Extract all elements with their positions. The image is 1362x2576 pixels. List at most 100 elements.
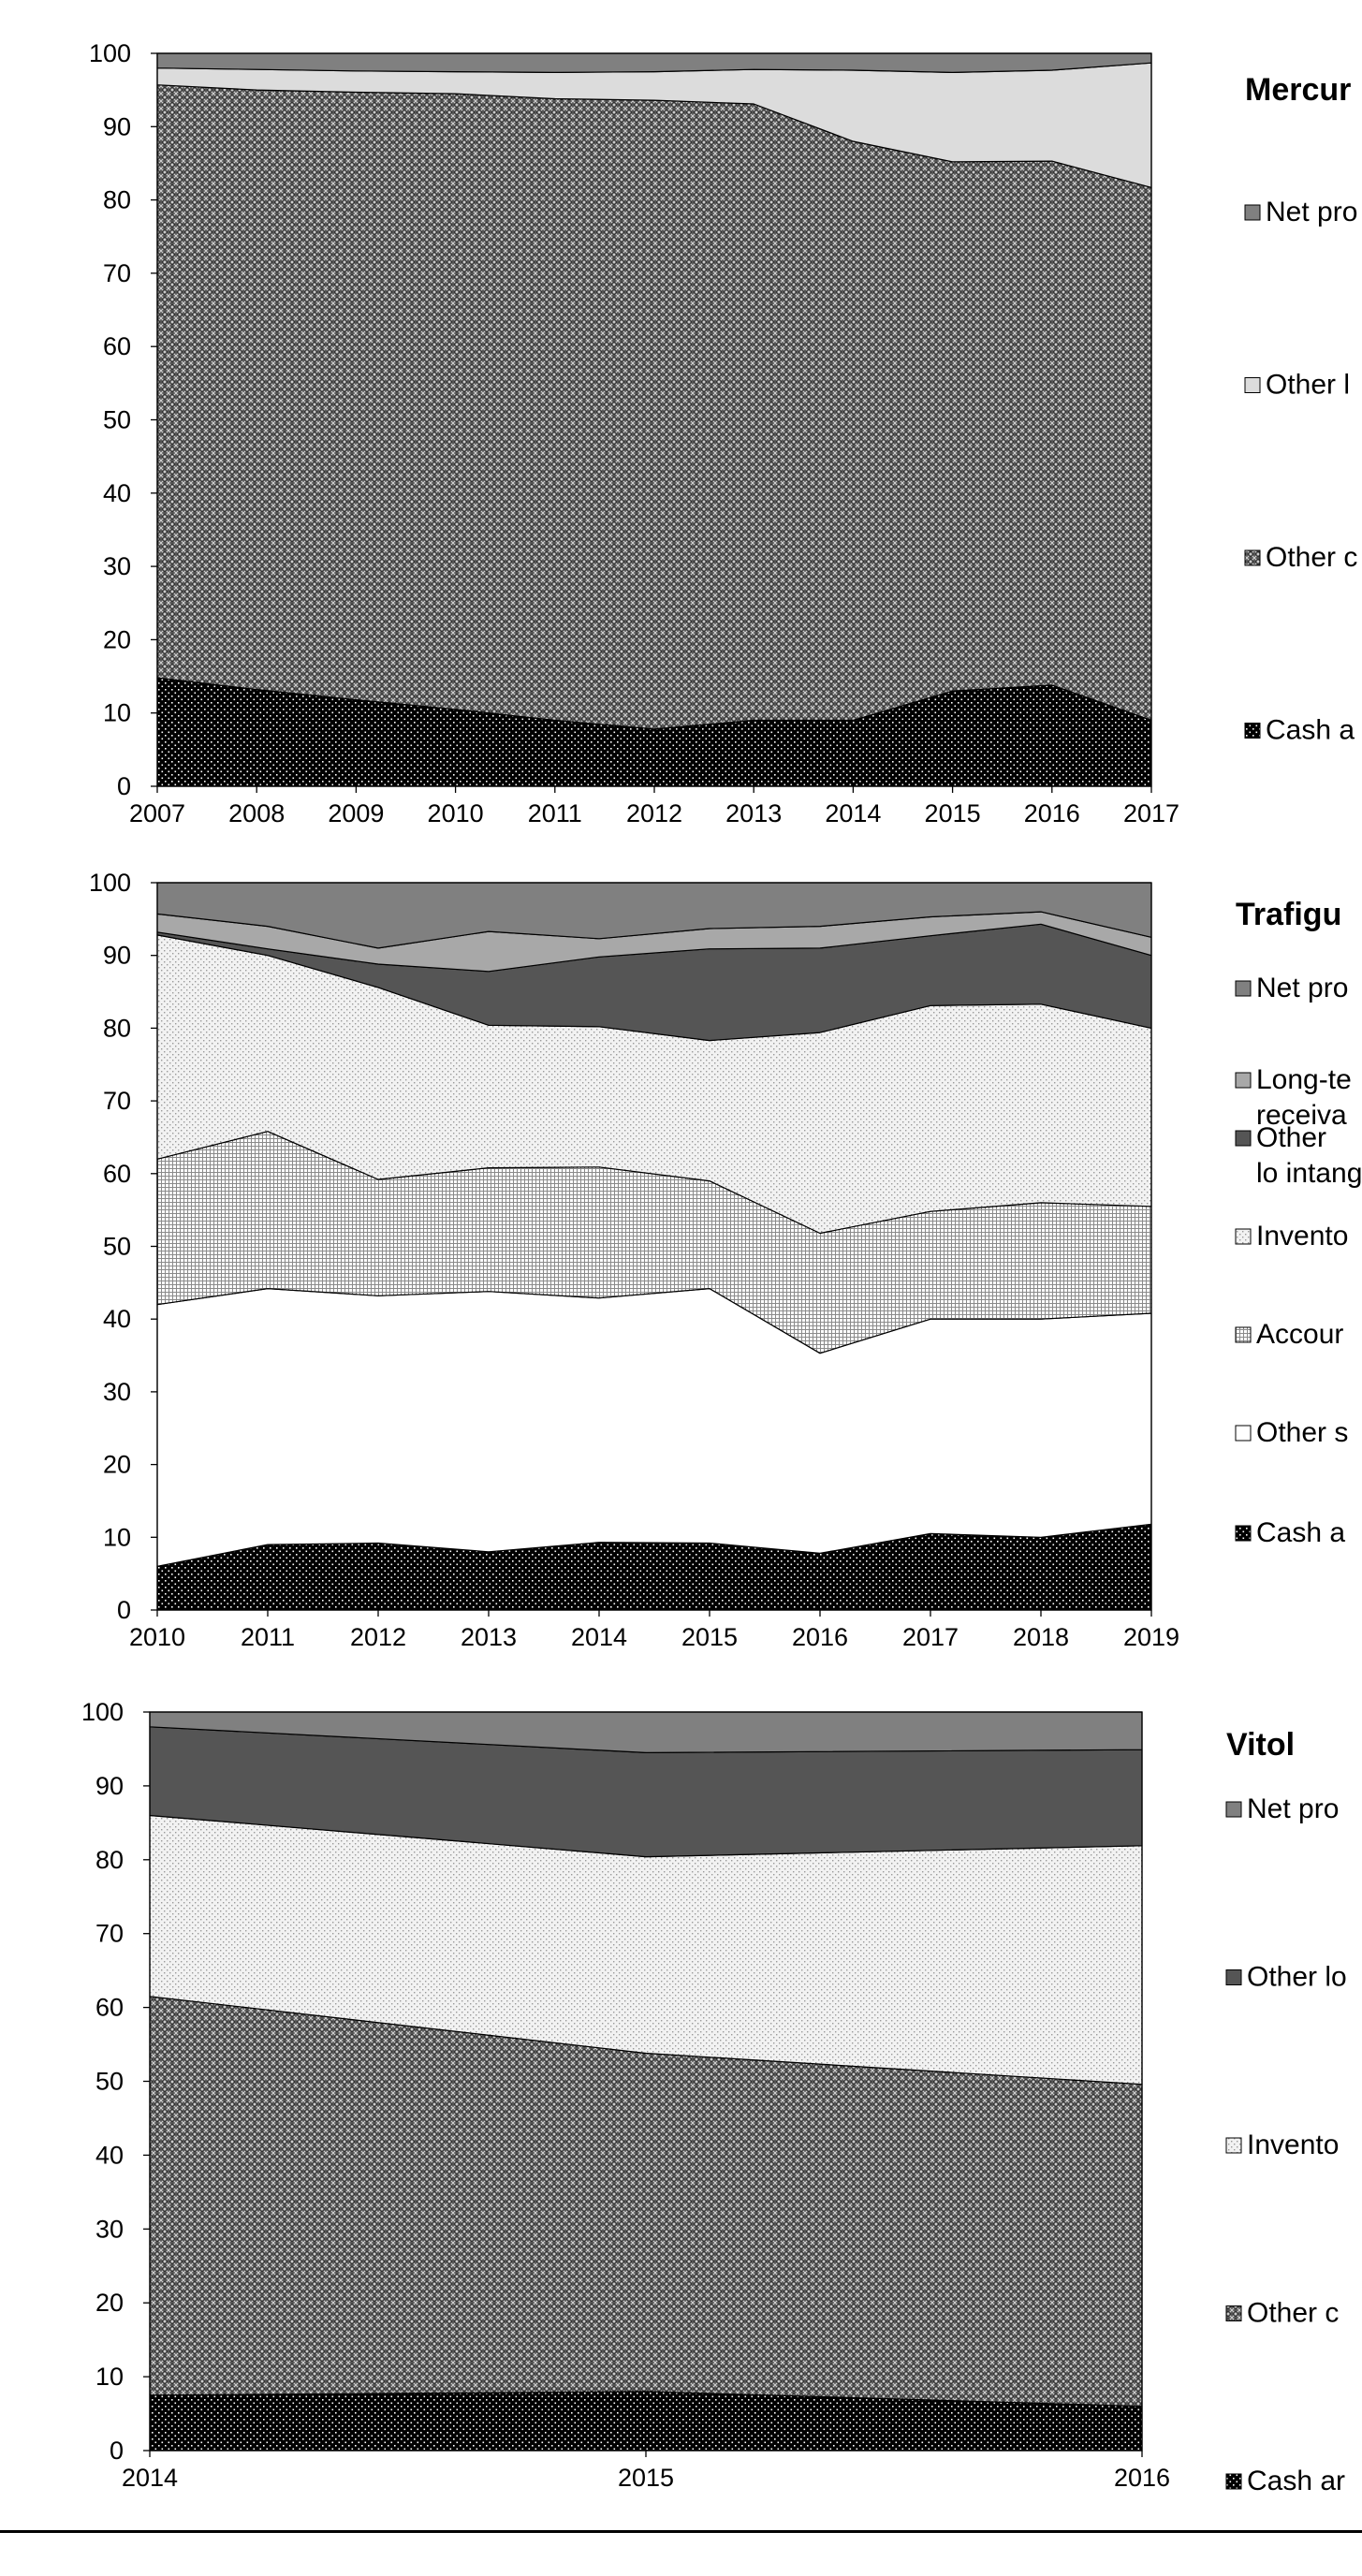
y-tick-label: 30 [95, 2215, 124, 2243]
y-tick-label: 20 [103, 625, 131, 653]
area-series-2 [156, 1288, 1152, 1567]
x-tick-label: 2012 [626, 799, 682, 827]
legend-label-1: Net pro [1266, 197, 1357, 227]
legend-swatch-7 [1235, 1525, 1252, 1542]
y-tick-label: 80 [103, 1014, 131, 1042]
y-tick-label: 10 [95, 2363, 124, 2391]
area-series-4 [156, 52, 1152, 73]
x-tick-label: 2014 [122, 2464, 178, 2492]
legend-label-5: Cash ar [1247, 2466, 1345, 2496]
legend-swatch-4 [1244, 723, 1261, 739]
legend-swatch-1 [1235, 980, 1252, 997]
y-tick-label: 0 [110, 2437, 124, 2465]
legend-label-2: Other l [1266, 370, 1350, 401]
legend-swatch-2 [1225, 1969, 1242, 1985]
legend-swatch-3 [1244, 549, 1261, 566]
legend-label-2: Long-te [1256, 1064, 1352, 1095]
x-tick-label: 2010 [428, 799, 484, 827]
x-tick-label: 2011 [528, 799, 582, 827]
y-tick-label: 70 [95, 1920, 124, 1948]
y-tick-label: 0 [117, 772, 131, 800]
bottom-rule [0, 2530, 1362, 2533]
legend-label-6: Other s [1256, 1417, 1348, 1448]
y-tick-label: 80 [95, 1846, 124, 1874]
legend-swatch-6 [1235, 1425, 1252, 1442]
legend-swatch-1 [1244, 204, 1261, 221]
y-tick-label: 60 [95, 1994, 124, 2022]
y-tick-label: 30 [103, 552, 131, 580]
y-tick-label: 90 [103, 942, 131, 970]
chart-panel-2: 0 10 20 30 40 50 60 70 80 90 100 2010 2011 2012 2013 20… [89, 869, 1362, 1651]
y-tick-label: 90 [95, 1772, 124, 1800]
legend-label-3: Other [1256, 1122, 1326, 1153]
y-tick-label: 70 [103, 1087, 131, 1115]
legend-label-7: Cash a [1256, 1517, 1345, 1548]
x-tick-label: 2007 [129, 799, 185, 827]
x-tick-label: 2017 [1123, 799, 1179, 827]
legend-label-1: Net pro [1247, 1793, 1339, 1824]
legend-label-5: Accour [1256, 1319, 1343, 1350]
x-tick-label: 2018 [1013, 1623, 1069, 1651]
y-tick-label: 50 [95, 2068, 124, 2096]
y-tick-label: 50 [103, 406, 131, 434]
y-tick-label: 10 [103, 699, 131, 727]
x-tick-label: 2016 [1024, 799, 1080, 827]
x-tick-label: 2012 [350, 1623, 406, 1651]
x-tick-label: 2009 [328, 799, 384, 827]
x-tick-label: 2013 [725, 799, 782, 827]
legend-swatch-4 [1235, 1228, 1252, 1245]
y-tick-label: 20 [95, 2289, 124, 2317]
legend-label-3: Other c [1266, 542, 1357, 573]
y-tick-label: 20 [103, 1451, 131, 1479]
x-tick-label: 2011 [241, 1623, 295, 1651]
x-tick-label: 2013 [461, 1623, 517, 1651]
y-tick-label: 40 [103, 1305, 131, 1333]
y-tick-label: 70 [103, 259, 131, 287]
legend-swatch-2 [1244, 377, 1261, 393]
y-tick-label: 100 [89, 39, 131, 67]
chart-title: Trafigu [1236, 897, 1341, 932]
chart-title: Mercur [1245, 72, 1351, 108]
chart-panel-1: 0 10 20 30 40 50 60 70 80 90 100 2007 2008 2009 2010 20… [89, 39, 1357, 827]
y-tick-label: 40 [95, 2141, 124, 2169]
y-tick-label: 80 [103, 186, 131, 214]
x-tick-label: 2015 [618, 2464, 674, 2492]
x-tick-label: 2010 [129, 1623, 185, 1651]
y-tick-label: 90 [103, 112, 131, 140]
legend-label-3: Invento [1247, 2130, 1339, 2160]
legend-swatch-5 [1225, 2473, 1242, 2490]
y-tick-label: 0 [117, 1596, 131, 1624]
legend-label-2: Other lo [1247, 1962, 1347, 1993]
legend-swatch-2 [1235, 1072, 1252, 1089]
y-tick-label: 100 [81, 1698, 124, 1726]
area-series-2 [156, 84, 1152, 730]
y-tick-label: 30 [103, 1378, 131, 1406]
y-tick-label: 60 [103, 332, 131, 360]
x-tick-label: 2014 [571, 1623, 627, 1651]
x-tick-label: 2015 [681, 1623, 738, 1651]
legend-swatch-4 [1225, 2305, 1242, 2321]
chart-panel-3: 0 10 20 30 40 50 60 70 80 90 100 2014 2015 2016 Vitol N… [81, 1698, 1347, 2496]
legend-swatch-1 [1225, 1801, 1242, 1818]
legend-label-2: receiva [1256, 1100, 1347, 1131]
x-tick-label: 2016 [792, 1623, 848, 1651]
x-tick-label: 2008 [228, 799, 285, 827]
legend-label-4: Invento [1256, 1221, 1348, 1251]
chart-title: Vitol [1226, 1727, 1295, 1763]
legend-label-3: lo intangib [1256, 1158, 1362, 1189]
y-tick-label: 50 [103, 1233, 131, 1261]
x-tick-label: 2017 [902, 1623, 959, 1651]
y-tick-label: 60 [103, 1160, 131, 1188]
legend-label-1: Net pro [1256, 973, 1348, 1003]
legend-swatch-3 [1225, 2137, 1242, 2154]
y-tick-label: 100 [89, 869, 131, 897]
x-tick-label: 2015 [925, 799, 981, 827]
x-tick-label: 2014 [825, 799, 881, 827]
legend-label-4: Cash a [1266, 715, 1355, 746]
y-tick-label: 10 [103, 1523, 131, 1551]
legend-label-4: Other c [1247, 2298, 1339, 2329]
x-tick-label: 2019 [1123, 1623, 1179, 1651]
legend-swatch-5 [1235, 1326, 1252, 1343]
